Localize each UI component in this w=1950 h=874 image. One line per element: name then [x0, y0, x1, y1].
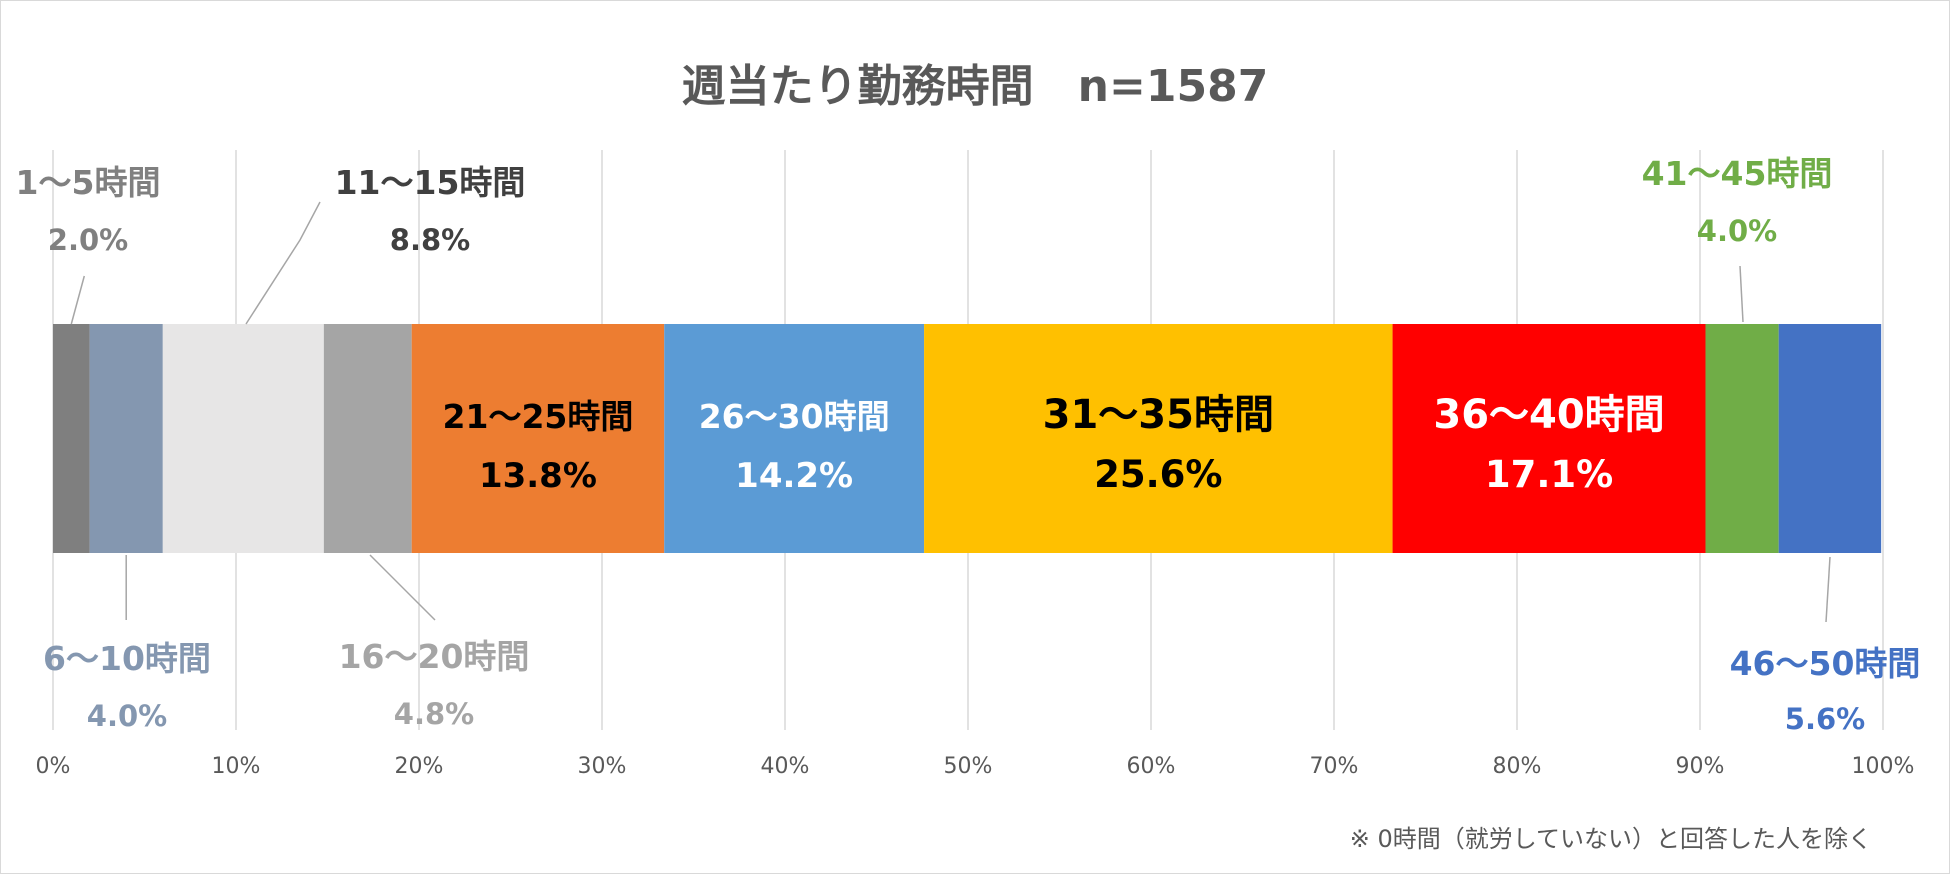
- segment-value-label: 25.6%: [1094, 453, 1222, 496]
- segment-label: 6〜10時間: [43, 639, 211, 678]
- x-tick-label: 40%: [761, 754, 810, 779]
- segment-value-label: 4.0%: [87, 699, 167, 733]
- bar-segments: [53, 324, 1882, 553]
- segment-value-label: 17.1%: [1485, 453, 1613, 496]
- x-tick-label: 10%: [212, 754, 261, 779]
- segment-label: 41〜45時間: [1642, 154, 1833, 193]
- segment-value-label: 13.8%: [479, 456, 597, 496]
- bar-segment: [162, 324, 324, 553]
- x-tick-label: 60%: [1127, 754, 1176, 779]
- x-tick-label: 50%: [944, 754, 993, 779]
- x-axis-tick-labels: 0% 10% 20% 30% 40% 50% 60% 70% 80% 90% 100%: [36, 754, 1915, 779]
- x-tick-label: 100%: [1852, 754, 1915, 779]
- x-tick-label: 90%: [1676, 754, 1725, 779]
- segment-label: 11〜15時間: [335, 163, 526, 202]
- segment-label: 31〜35時間: [1043, 392, 1274, 438]
- segment-label: 26〜30時間: [699, 397, 890, 436]
- bar-segment: [664, 324, 925, 553]
- segment-label: 21〜25時間: [443, 397, 634, 436]
- footnote: ※ 0時間（就労していない）と回答した人を除く: [1349, 825, 1872, 853]
- leader-line: [1739, 265, 1744, 323]
- segment-label: 46〜50時間: [1730, 644, 1921, 683]
- segment-label: 36〜40時間: [1433, 392, 1664, 438]
- segment-value-label: 4.0%: [1697, 214, 1777, 248]
- x-tick-label: 80%: [1493, 754, 1542, 779]
- chart-title: 週当たり勤務時間 n=1587: [681, 61, 1269, 112]
- leader-line: [1825, 556, 1831, 623]
- bar-segment: [53, 324, 90, 553]
- segment-label: 1〜5時間: [16, 163, 161, 202]
- x-tick-label: 0%: [36, 754, 71, 779]
- bar-segment: [924, 324, 1393, 553]
- bar-segment: [89, 324, 163, 553]
- segment-value-label: 2.0%: [48, 223, 128, 257]
- segment-value-label: 5.6%: [1785, 702, 1865, 736]
- bar-segment: [1705, 324, 1779, 553]
- x-tick-label: 30%: [578, 754, 627, 779]
- leader-lines: [70, 201, 1831, 623]
- segment-value-label: 8.8%: [390, 223, 470, 257]
- bar-segment: [1392, 324, 1706, 553]
- segment-value-label: 4.8%: [394, 697, 474, 731]
- leader-line: [245, 201, 321, 325]
- bar-segment: [323, 324, 412, 553]
- bar-segment: [1778, 324, 1882, 553]
- segment-value-label: 14.2%: [735, 456, 853, 496]
- x-tick-label: 70%: [1310, 754, 1359, 779]
- x-tick-label: 20%: [395, 754, 444, 779]
- leader-line: [369, 554, 436, 621]
- leader-line: [70, 275, 86, 325]
- bar-segment: [411, 324, 665, 553]
- data-labels: 21〜25時間 13.8% 26〜30時間 14.2% 31〜35時間 25.6% 36〜4…: [16, 154, 1921, 736]
- segment-label: 16〜20時間: [339, 637, 530, 676]
